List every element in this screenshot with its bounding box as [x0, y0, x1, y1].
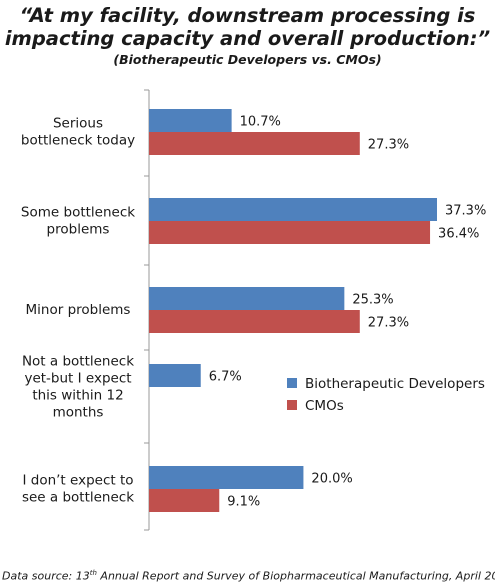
footer-sup: th — [89, 569, 97, 577]
category-label: bottleneck today — [21, 133, 135, 149]
data-label: 25.3% — [352, 293, 393, 308]
bar-developers — [149, 198, 437, 221]
chart-title-line2: impacting capacity and overall productio… — [4, 27, 491, 50]
bar-developers — [149, 466, 304, 489]
legend-label: Biotherapeutic Developers — [305, 376, 485, 392]
data-label: 6.7% — [209, 370, 242, 385]
bar-developers — [149, 364, 201, 387]
legend-swatch — [287, 400, 297, 410]
data-label: 10.7% — [240, 115, 281, 130]
data-label: 37.3% — [445, 204, 486, 219]
bar-cmos — [149, 221, 431, 244]
legend-swatch — [287, 378, 297, 388]
category-label: problems — [47, 222, 110, 238]
data-source-footer: Data source: 13th Annual Report and Surv… — [2, 569, 495, 583]
data-label: 27.3% — [368, 316, 409, 331]
category-label: see a bottleneck — [22, 490, 134, 506]
category-label: Serious — [53, 116, 103, 132]
chart-subtitle: (Biotherapeutic Developers vs. CMOs) — [113, 52, 382, 67]
data-label: 36.4% — [438, 227, 479, 242]
category-label: yet-but I expect — [24, 371, 131, 387]
category-label: Some bottleneck — [21, 205, 135, 221]
bar-cmos — [149, 310, 360, 333]
chart-title-line1: “At my facility, downstream processing i… — [19, 4, 476, 27]
footer-suffix: Annual Report and Survey of Biopharmaceu… — [96, 569, 495, 583]
category-label: I don’t expect to — [22, 473, 133, 489]
bar-cmos — [149, 489, 220, 512]
category-label: months — [53, 405, 104, 421]
category-label: Minor problems — [26, 302, 131, 318]
data-label: 20.0% — [311, 472, 352, 487]
footer-prefix: Data source: 13 — [2, 569, 90, 583]
category-label: this within 12 — [32, 388, 123, 404]
bar-developers — [149, 287, 345, 310]
category-label: Not a bottleneck — [22, 354, 134, 370]
bar-developers — [149, 109, 232, 132]
data-label: 27.3% — [368, 138, 409, 153]
data-label: 9.1% — [227, 495, 260, 510]
legend-label: CMOs — [305, 398, 344, 414]
bar-cmos — [149, 132, 360, 155]
